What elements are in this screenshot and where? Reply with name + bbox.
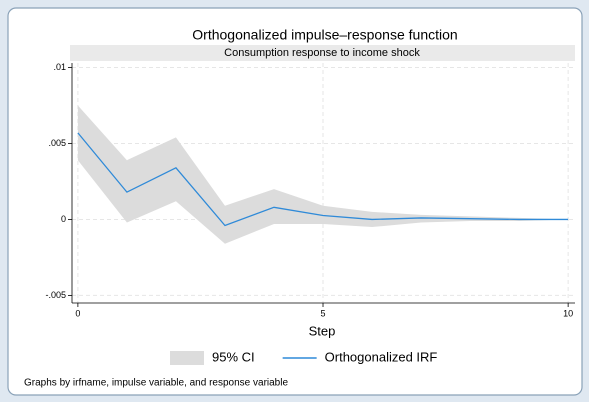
y-tick-label: -.005 [45, 290, 66, 300]
legend-swatch [170, 351, 204, 365]
note: Graphs by irfname, impulse variable, and… [24, 378, 288, 389]
legend-label: 95% CI [212, 349, 255, 364]
chart-title: Orthogonalized impulse–response function [192, 27, 457, 43]
subtitle: Consumption response to income shock [224, 47, 420, 59]
irf-line [77, 132, 569, 227]
legend-label: Orthogonalized IRF [325, 349, 438, 364]
y-tick-label: .01 [53, 62, 66, 72]
y-tick-label: .005 [48, 138, 66, 148]
y-tick-label: 0 [61, 214, 66, 224]
x-tick-label: 0 [75, 308, 80, 318]
x-tick-label: 5 [321, 308, 326, 318]
x-axis-label: Step [309, 323, 336, 338]
subtitle-bar [70, 45, 575, 61]
x-tick-label: 10 [563, 308, 573, 318]
ci-band [77, 105, 569, 244]
